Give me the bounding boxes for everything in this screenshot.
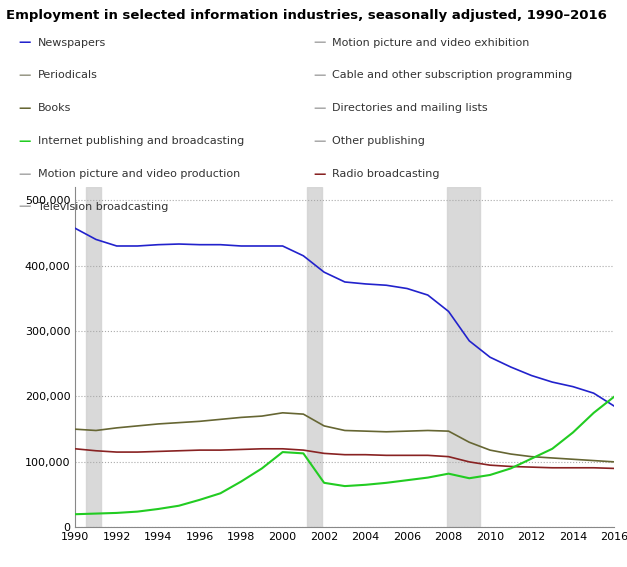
Text: —: — <box>19 36 31 49</box>
Text: —: — <box>19 102 31 115</box>
Text: —: — <box>19 201 31 213</box>
Text: Cable and other subscription programming: Cable and other subscription programming <box>332 70 572 81</box>
Text: Internet publishing and broadcasting: Internet publishing and broadcasting <box>38 136 244 146</box>
Text: Radio broadcasting: Radio broadcasting <box>332 169 440 179</box>
Text: —: — <box>314 102 326 115</box>
Text: Directories and mailing lists: Directories and mailing lists <box>332 103 488 113</box>
Text: Employment in selected information industries, seasonally adjusted, 1990–2016: Employment in selected information indus… <box>6 9 607 22</box>
Text: —: — <box>314 69 326 82</box>
Text: —: — <box>314 36 326 49</box>
Text: —: — <box>19 135 31 147</box>
Text: Periodicals: Periodicals <box>38 70 97 81</box>
Text: Motion picture and video production: Motion picture and video production <box>38 169 240 179</box>
Text: Books: Books <box>38 103 71 113</box>
Text: —: — <box>314 168 326 180</box>
Text: Motion picture and video exhibition: Motion picture and video exhibition <box>332 37 530 48</box>
Text: Other publishing: Other publishing <box>332 136 425 146</box>
Bar <box>307 187 322 527</box>
Bar <box>447 187 480 527</box>
Text: Newspapers: Newspapers <box>38 37 106 48</box>
Text: —: — <box>19 168 31 180</box>
Text: Television broadcasting: Television broadcasting <box>38 202 168 212</box>
Bar <box>86 187 101 527</box>
Text: —: — <box>314 135 326 147</box>
Text: —: — <box>19 69 31 82</box>
